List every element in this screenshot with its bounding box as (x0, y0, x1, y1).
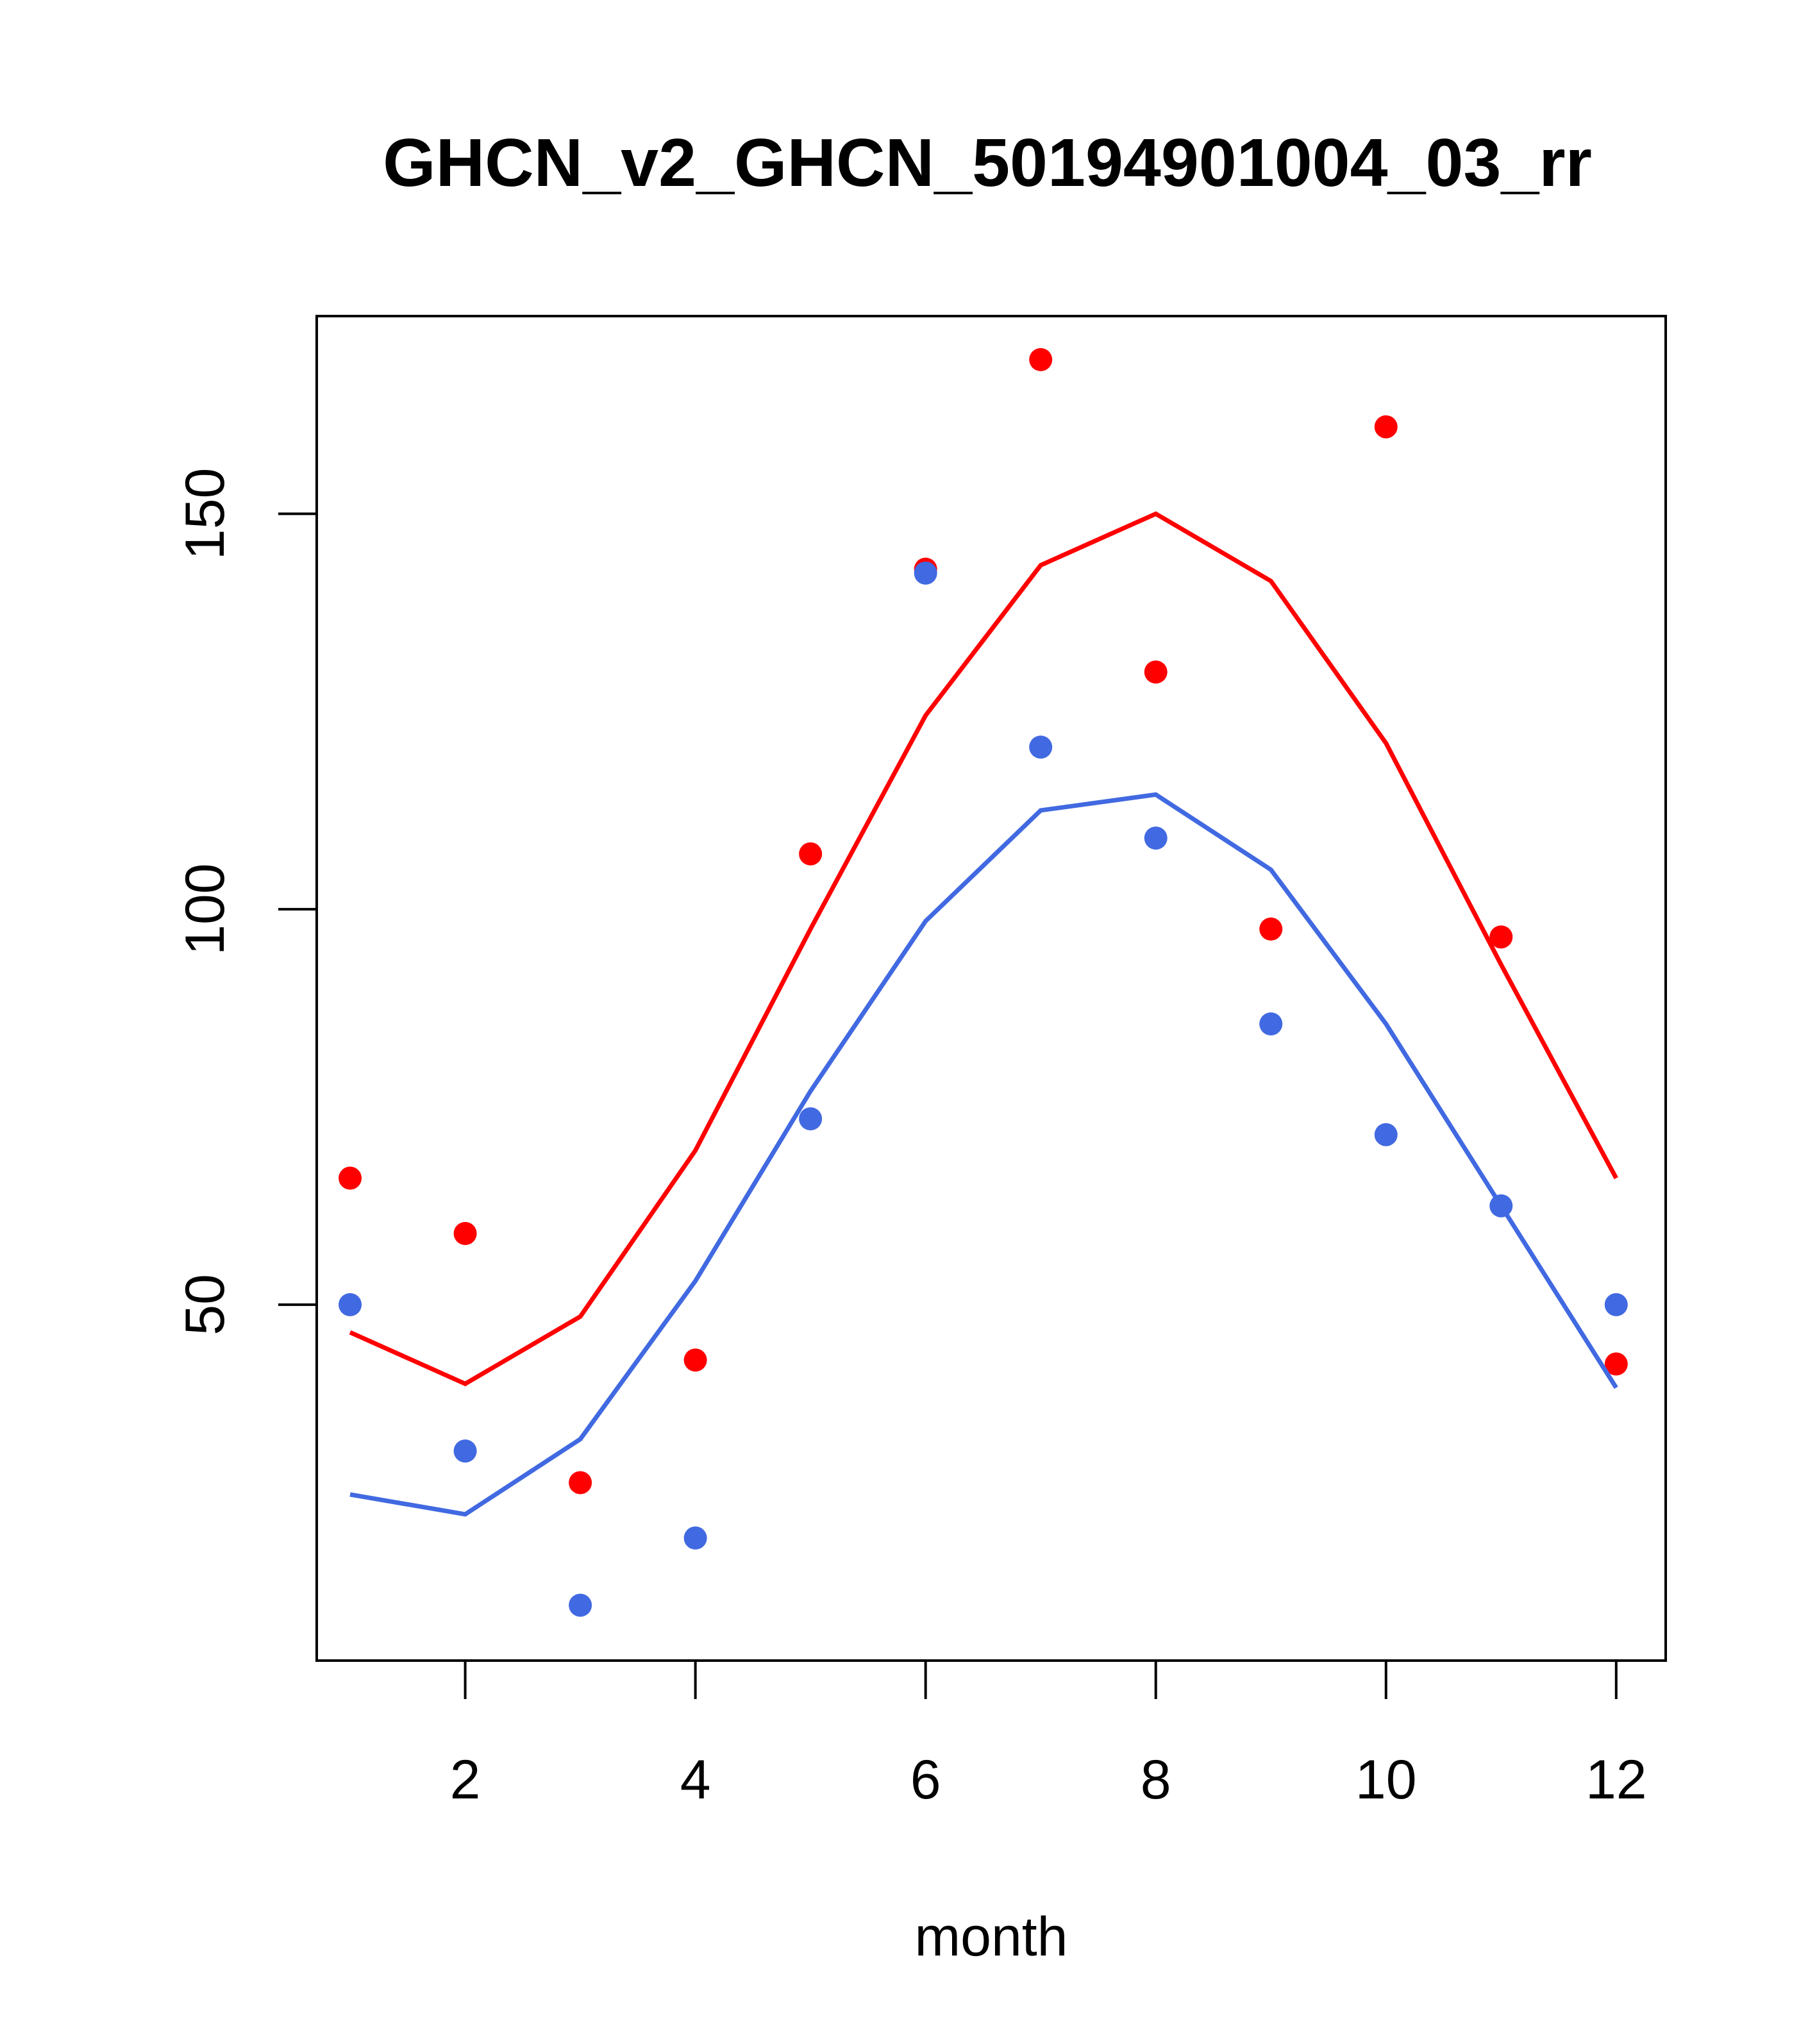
x-axis-title: month (914, 1906, 1068, 1968)
chart-title: GHCN_v2_GHCN_50194901004_03_rr (383, 125, 1592, 201)
data-point (453, 1439, 477, 1463)
x-tick-label: 12 (1586, 1749, 1647, 1811)
data-point (569, 1593, 592, 1617)
x-tick-label: 4 (680, 1749, 711, 1811)
series-line-2 (349, 792, 1618, 1517)
data-point (1374, 415, 1398, 439)
x-axis: 2 4 6 8 10 12 (450, 1661, 1647, 1811)
data-point (1604, 1352, 1628, 1376)
x-tick-label: 8 (1141, 1749, 1171, 1811)
series-line-0 (349, 511, 1618, 1387)
y-axis: 50 100 150 (174, 468, 317, 1336)
data-point (1259, 1012, 1283, 1036)
data-point (339, 1166, 362, 1190)
data-point (683, 1526, 707, 1550)
data-point (1374, 1123, 1398, 1146)
series-layer (339, 348, 1628, 1617)
data-point (339, 1293, 362, 1316)
data-point (1029, 348, 1053, 371)
data-point (683, 1348, 707, 1372)
x-tick-label: 10 (1355, 1749, 1417, 1811)
x-tick-label: 6 (910, 1749, 941, 1811)
y-tick-label: 150 (174, 468, 236, 560)
y-tick-label: 50 (174, 1274, 236, 1336)
data-point (569, 1471, 592, 1495)
data-point (1604, 1293, 1628, 1316)
plot-frame (315, 315, 1667, 1662)
data-point (1144, 660, 1168, 684)
data-point (914, 561, 937, 585)
data-point (453, 1221, 477, 1245)
x-tick-label: 2 (450, 1749, 481, 1811)
data-point (1029, 735, 1053, 759)
data-point (799, 842, 823, 866)
data-point (1259, 917, 1283, 941)
data-point (1489, 1194, 1513, 1218)
data-point (799, 1107, 823, 1131)
y-tick-label: 100 (174, 863, 236, 955)
data-point (1144, 826, 1168, 850)
data-point (1489, 925, 1513, 949)
